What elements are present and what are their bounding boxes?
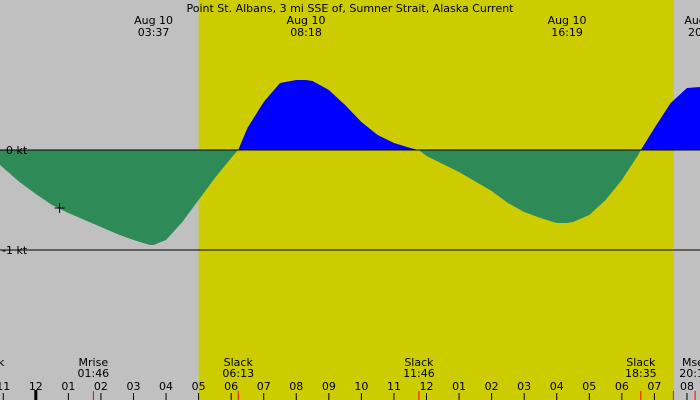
event-label-4: Mset <box>682 356 700 369</box>
hour-label-16: 03 <box>517 380 531 393</box>
hour-label-20: 07 <box>647 380 661 393</box>
hour-label-14: 01 <box>452 380 466 393</box>
extrema-time-0: 03:37 <box>138 26 170 39</box>
chart-title: Point St. Albans, 3 mi SSE of, Sumner St… <box>187 2 515 15</box>
hour-label-19: 06 <box>615 380 629 393</box>
ebb-current-area <box>0 150 700 245</box>
extrema-date-2: Aug 10 <box>548 14 587 27</box>
hour-label-21: 08 <box>680 380 694 393</box>
left-edge-label: k <box>0 356 5 369</box>
event-label-3: Slack <box>626 356 656 369</box>
event-time-0: 01:46 <box>77 367 109 380</box>
event-time-2: 11:46 <box>403 367 435 380</box>
flood-current-area <box>0 80 700 150</box>
event-label-0: Mrise <box>79 356 109 369</box>
extrema-time-3: 20:31 <box>688 26 700 39</box>
hour-label-18: 05 <box>582 380 596 393</box>
event-time-3: 18:35 <box>625 367 657 380</box>
hour-label-11: 10 <box>354 380 368 393</box>
event-time-1: 06:13 <box>222 367 254 380</box>
extrema-date-3: Aug 10 <box>684 14 700 27</box>
event-labels: Mrise01:46Slack06:13Slack11:46Slack18:35… <box>77 356 700 380</box>
crosshair-marker <box>54 203 65 213</box>
extrema-time-2: 16:19 <box>551 26 583 39</box>
y-tick-label-minus-1: -1 kt <box>2 244 28 257</box>
hour-label-13: 12 <box>420 380 434 393</box>
hour-label-3: 02 <box>94 380 108 393</box>
event-label-2: Slack <box>404 356 434 369</box>
y-tick-label-0: 0 kt <box>6 144 28 157</box>
hour-label-0: 11 <box>0 380 10 393</box>
extrema-date-1: Aug 10 <box>287 14 326 27</box>
hour-label-8: 07 <box>257 380 271 393</box>
hour-label-10: 09 <box>322 380 336 393</box>
hour-label-7: 06 <box>224 380 238 393</box>
event-label-1: Slack <box>224 356 254 369</box>
hour-label-12: 11 <box>387 380 401 393</box>
hour-label-15: 02 <box>485 380 499 393</box>
hour-label-2: 01 <box>61 380 75 393</box>
hour-label-1: 12 <box>29 380 43 393</box>
extrema-date-0: Aug 10 <box>134 14 173 27</box>
hour-label-5: 04 <box>159 380 173 393</box>
hour-label-17: 04 <box>550 380 564 393</box>
hour-label-4: 03 <box>126 380 140 393</box>
hour-axis: 11 12 01 02 03 04 05 06 07 08 09 10 11 12 01 02 03 04 05 06… <box>0 380 696 400</box>
hour-label-6: 05 <box>192 380 206 393</box>
hour-label-9: 08 <box>289 380 303 393</box>
extrema-time-1: 08:18 <box>290 26 322 39</box>
event-time-4: 20:15 <box>679 367 700 380</box>
